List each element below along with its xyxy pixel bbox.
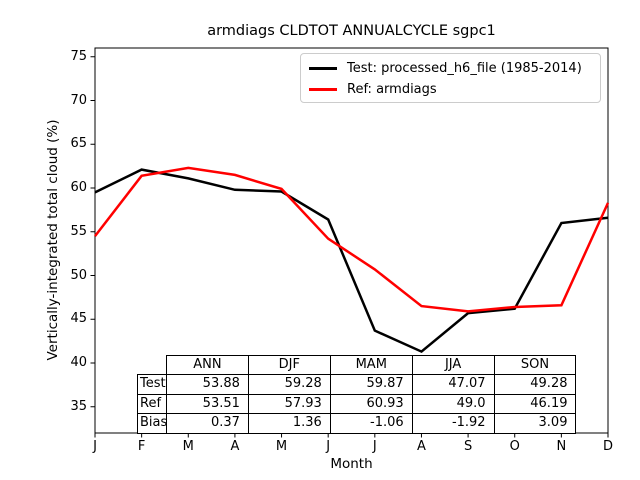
legend: Test: processed_h6_file (1985-2014) Ref:… bbox=[300, 53, 601, 103]
y-tick-label: 45 bbox=[70, 311, 87, 327]
x-tick-label: M bbox=[275, 439, 288, 454]
table-cell-ref-ann: 53.51 bbox=[166, 393, 249, 415]
x-tick-label: J bbox=[326, 439, 331, 454]
table-rowlabel-ref: Ref bbox=[137, 393, 167, 415]
table-cell-bias-mam: -1.06 bbox=[329, 413, 413, 434]
y-tick-label: 75 bbox=[70, 48, 87, 64]
table-cell-test-mam: 59.87 bbox=[329, 374, 413, 395]
chart-title: armdiags CLDTOT ANNUALCYCLE sgpc1 bbox=[207, 23, 496, 39]
x-tick-label: N bbox=[556, 439, 567, 454]
table-rowlabel-test: Test bbox=[137, 374, 167, 395]
table-cell-ref-jja: 49.0 bbox=[411, 393, 495, 415]
x-tick-label: A bbox=[417, 439, 426, 454]
table-cell-test-son: 49.28 bbox=[493, 374, 577, 395]
table-header-jja: JJA bbox=[411, 354, 495, 376]
ref-series-line bbox=[94, 166, 610, 313]
y-tick-label: 50 bbox=[70, 267, 87, 283]
x-tick-label: S bbox=[463, 439, 473, 454]
y-tick-label: 35 bbox=[70, 398, 87, 414]
table-cell-test-ann: 53.88 bbox=[166, 374, 249, 395]
legend-label-ref: Ref: armdiags bbox=[347, 82, 437, 97]
legend-label-test: Test: processed_h6_file (1985-2014) bbox=[347, 61, 582, 76]
table-header-ann: ANN bbox=[166, 354, 249, 376]
y-tick-label: 70 bbox=[70, 92, 87, 108]
legend-item-ref: Ref: armdiags bbox=[301, 79, 600, 100]
table-header-djf: DJF bbox=[247, 354, 331, 376]
ref-line-sample bbox=[309, 88, 337, 91]
x-tick-label: M bbox=[182, 439, 194, 454]
x-tick-label: J bbox=[93, 439, 97, 454]
x-tick-label: O bbox=[509, 439, 520, 454]
legend-item-test: Test: processed_h6_file (1985-2014) bbox=[301, 58, 600, 79]
test-line-sample bbox=[309, 67, 337, 70]
table-header-son: SON bbox=[493, 354, 577, 376]
x-tick-label: J bbox=[372, 439, 377, 454]
table-cell-bias-son: 3.09 bbox=[493, 413, 577, 434]
table-cell-test-jja: 47.07 bbox=[411, 374, 495, 395]
x-tick-label: D bbox=[602, 439, 613, 454]
x-axis-label: Month bbox=[330, 456, 373, 472]
table-cell-ref-djf: 57.93 bbox=[247, 393, 331, 415]
table-cell-ref-mam: 60.93 bbox=[329, 393, 413, 415]
y-tick-label: 55 bbox=[70, 223, 87, 239]
y-tick-label: 60 bbox=[70, 180, 87, 195]
table-cell-ref-son: 46.19 bbox=[493, 393, 577, 415]
y-tick-label: 65 bbox=[70, 136, 87, 152]
table-cell-bias-jja: -1.92 bbox=[411, 413, 495, 434]
table-cell-bias-ann: 0.37 bbox=[166, 413, 249, 434]
table-cell-test-djf: 59.28 bbox=[247, 374, 331, 395]
x-tick-label: F bbox=[137, 439, 146, 454]
test-series-line bbox=[94, 168, 609, 354]
y-tick-label: 40 bbox=[70, 355, 87, 370]
table-header-mam: MAM bbox=[329, 354, 413, 376]
x-tick-label: A bbox=[230, 439, 240, 454]
table-rowlabel-bias: Bias bbox=[137, 413, 167, 434]
table-cell-bias-djf: 1.36 bbox=[247, 413, 331, 434]
